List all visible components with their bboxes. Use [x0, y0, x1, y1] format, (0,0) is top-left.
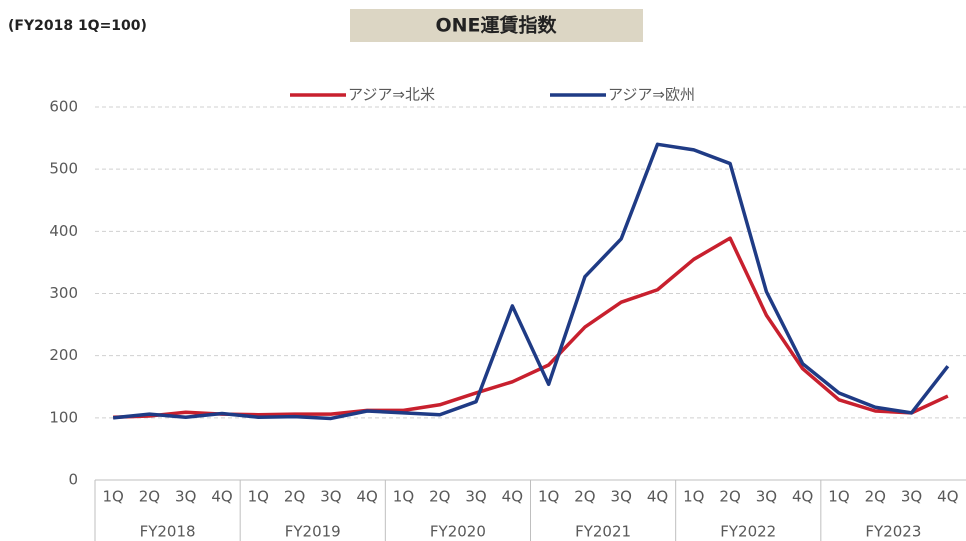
group-label: FY2019 [285, 523, 341, 541]
x-tick-label: 1Q [393, 488, 414, 506]
x-tick-label: 3Q [175, 488, 196, 506]
group-label: FY2020 [430, 523, 486, 541]
x-tick-label: 2Q [139, 488, 160, 506]
y-tick-label: 400 [49, 222, 78, 240]
group-label: FY2022 [720, 523, 776, 541]
series-line [113, 236, 949, 419]
legend-label: アジア⇒欧州 [608, 86, 695, 104]
x-tick-label: 3Q [611, 488, 632, 506]
y-tick-label: 600 [49, 98, 78, 116]
x-tick-label: 2Q [429, 488, 450, 506]
series-line [112, 142, 950, 421]
x-tick-label: 3Q [320, 488, 341, 506]
chart-title: ONE運賃指数 [435, 14, 557, 37]
group-label: FY2018 [140, 523, 196, 541]
y-tick-label: 0 [68, 471, 78, 489]
y-tick-label: 100 [49, 408, 78, 426]
x-tick-label: 1Q [102, 488, 123, 506]
x-tick-label: 4Q [211, 488, 232, 506]
x-tick-label: 1Q [683, 488, 704, 506]
x-tick-label: 1Q [248, 488, 269, 506]
x-tick-label: 3Q [756, 488, 777, 506]
x-tick-label: 4Q [357, 488, 378, 506]
chart-subtitle: (FY2018 1Q=100) [8, 18, 147, 34]
y-tick-label: 300 [49, 284, 78, 302]
x-tick-label: 3Q [465, 488, 486, 506]
x-tick-label: 4Q [647, 488, 668, 506]
x-tick-label: 1Q [538, 488, 559, 506]
x-tick-label: 4Q [502, 488, 523, 506]
x-tick-label: 2Q [284, 488, 305, 506]
title-box [350, 9, 643, 42]
x-tick-label: 4Q [937, 488, 958, 506]
x-tick-label: 2Q [719, 488, 740, 506]
x-tick-label: 2Q [865, 488, 886, 506]
x-tick-label: 2Q [574, 488, 595, 506]
group-label: FY2023 [865, 523, 921, 541]
x-tick-label: 1Q [828, 488, 849, 506]
x-tick-label: 4Q [792, 488, 813, 506]
group-label: FY2021 [575, 523, 631, 541]
y-tick-label: 500 [49, 160, 78, 178]
y-tick-label: 200 [49, 346, 78, 364]
x-tick-label: 3Q [901, 488, 922, 506]
legend-label: アジア⇒北米 [348, 86, 435, 104]
